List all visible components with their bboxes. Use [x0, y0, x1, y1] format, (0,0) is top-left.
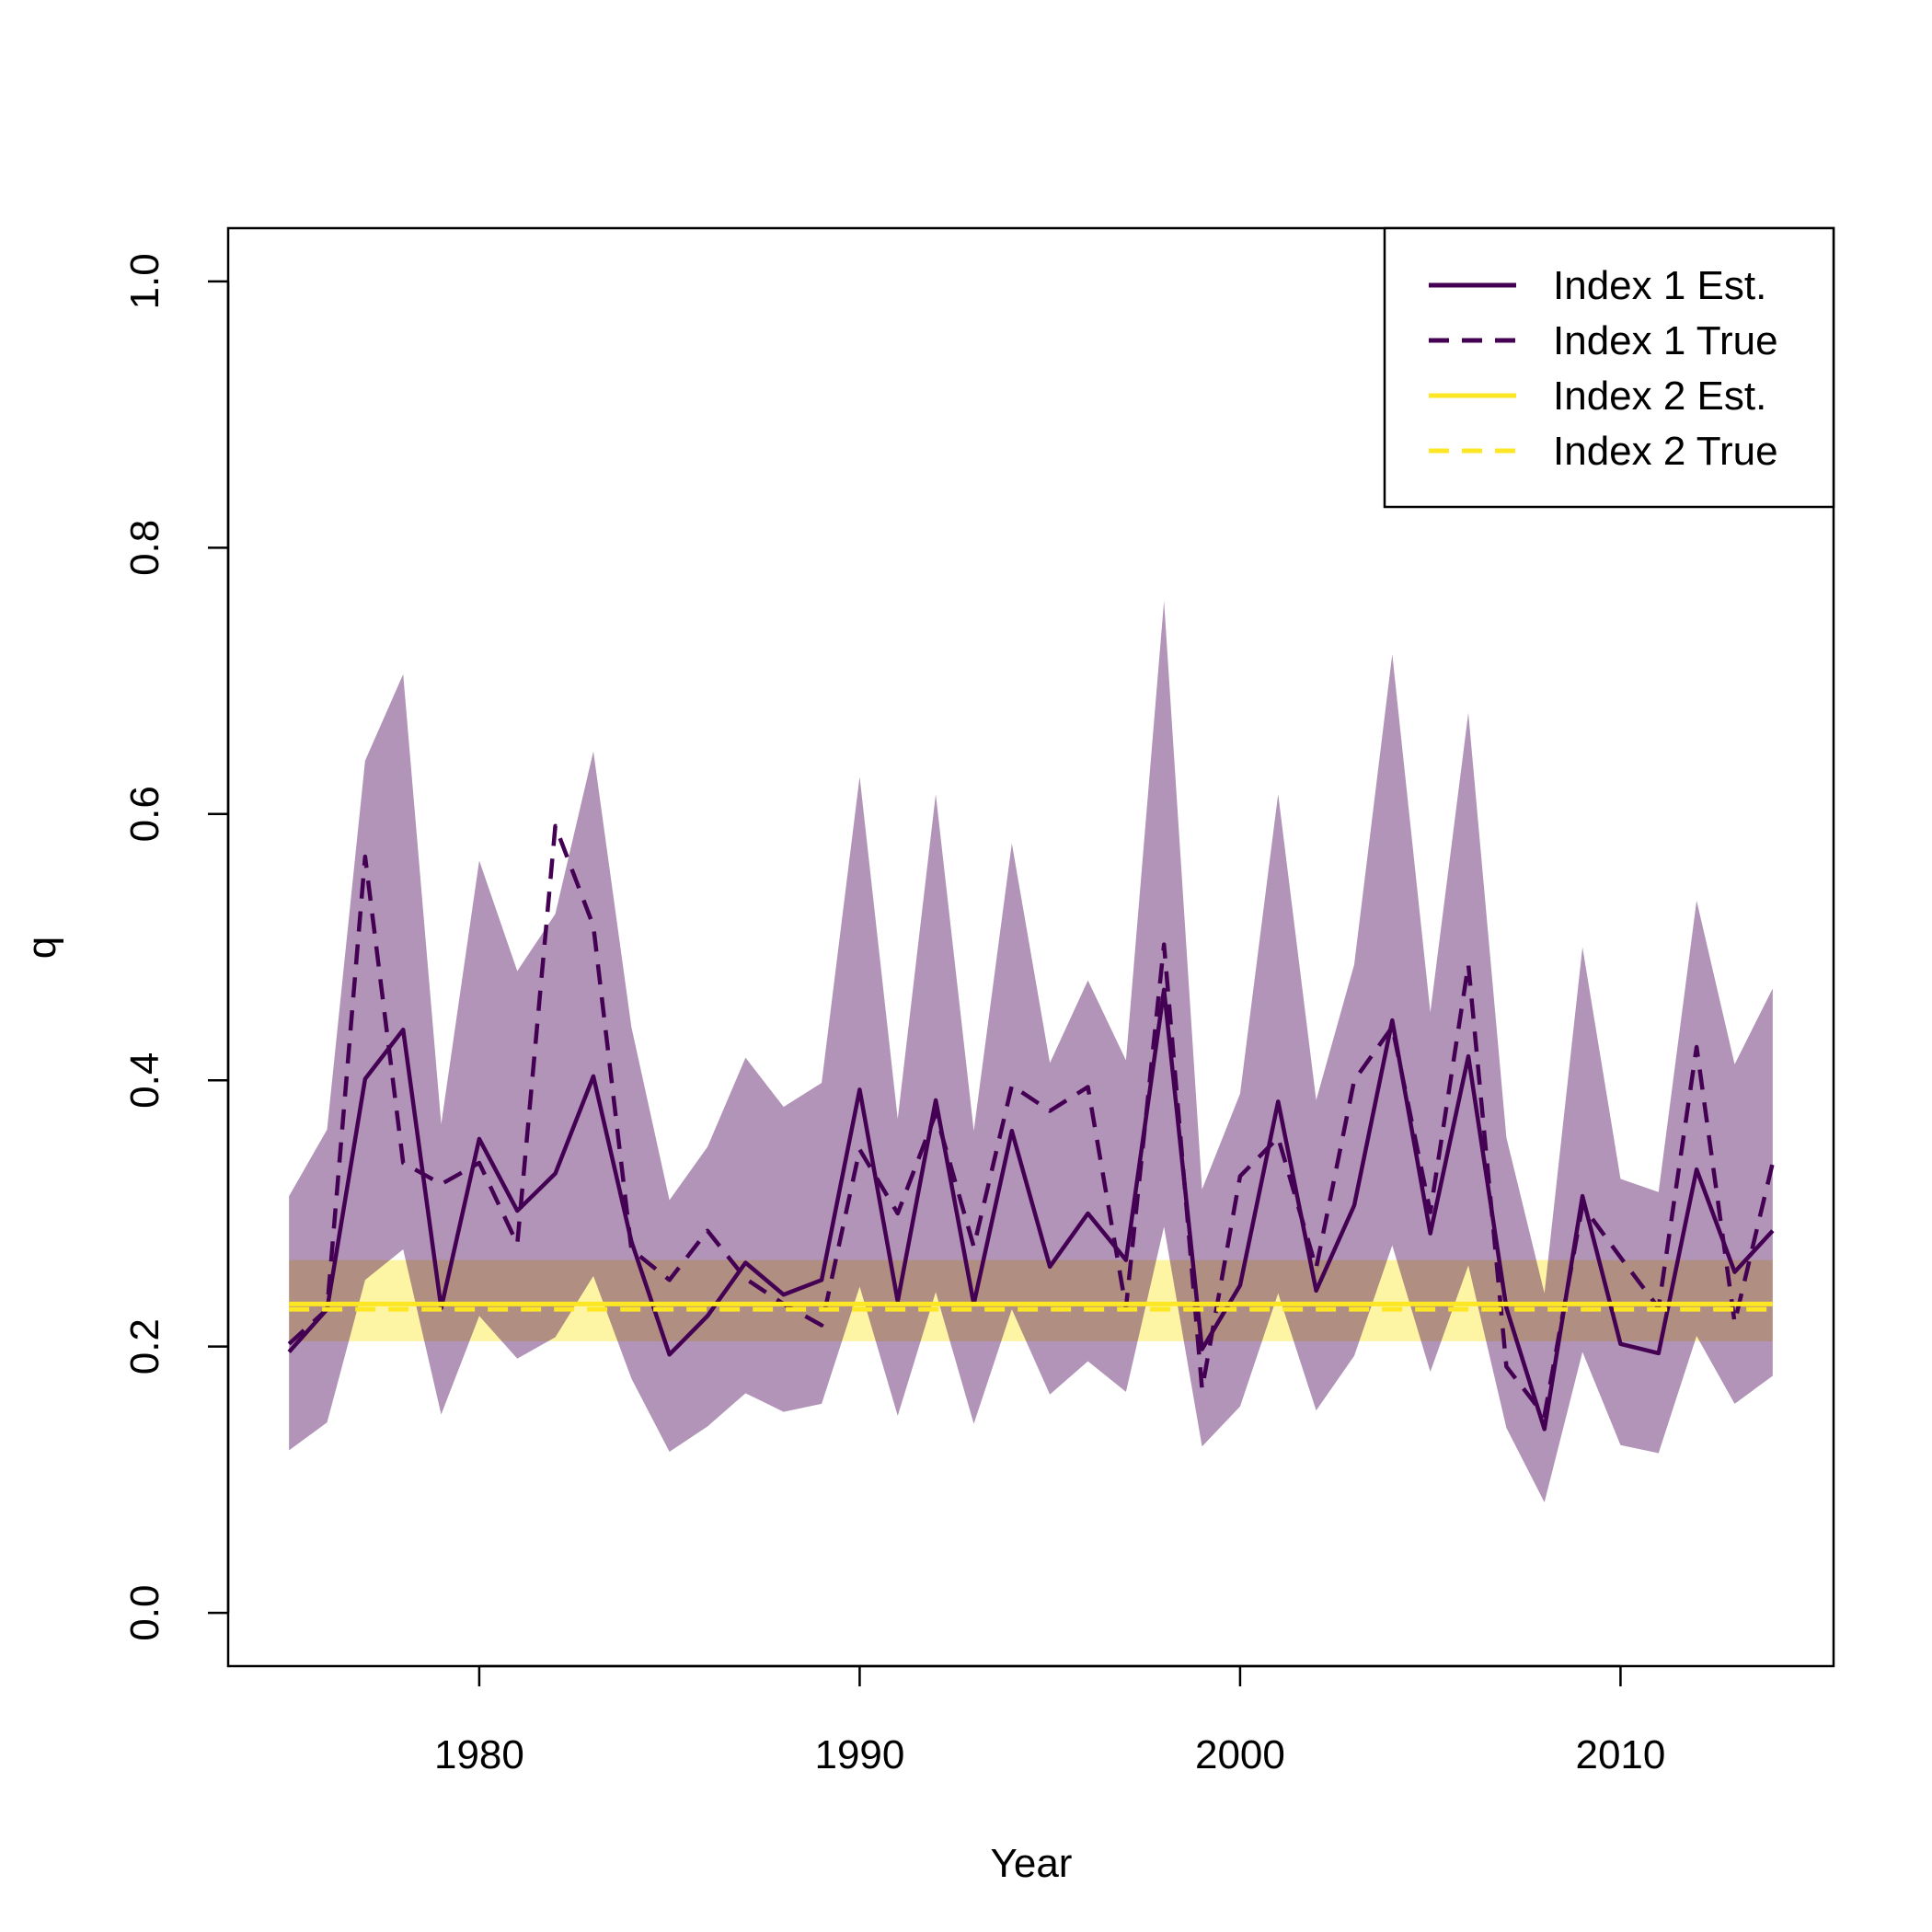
- confidence-bands: [289, 601, 1773, 1502]
- y-tick-label: 0.8: [122, 520, 167, 576]
- y-tick-label: 0.2: [122, 1318, 167, 1374]
- x-tick-label: 2000: [1195, 1732, 1285, 1777]
- index-1-est-line: [287, 987, 1775, 1432]
- x-axis-label: Year: [991, 1841, 1073, 1886]
- y-tick-label: 1.0: [122, 253, 167, 309]
- index-1-confidence-band: [289, 601, 1773, 1502]
- x-axis: 1980 1990 2000 2010: [434, 1664, 1665, 1777]
- series-lines: [287, 823, 1776, 1432]
- x-tick-label: 2010: [1575, 1732, 1665, 1777]
- legend-label: Index 1 True: [1553, 318, 1778, 363]
- legend-box: [1383, 226, 1835, 509]
- y-tick-label: 0.4: [122, 1052, 167, 1109]
- y-tick-label: 0.0: [122, 1585, 167, 1641]
- x-tick-label: 1990: [814, 1732, 904, 1777]
- y-tick-label: 0.6: [122, 786, 167, 842]
- legend-label: Index 2 Est.: [1553, 374, 1766, 419]
- y-axis-label: q: [19, 937, 64, 959]
- index-1-true-line: [287, 823, 1776, 1419]
- y-axis: 0.0 0.2 0.4 0.6 0.8 1.0: [122, 253, 230, 1641]
- legend-label: Index 2 True: [1553, 429, 1778, 474]
- legend: Index 1 Est. Index 1 True Index 2 Est. Inde…: [1383, 226, 1835, 509]
- x-tick-label: 1980: [434, 1732, 524, 1777]
- index-2-confidence-band: [289, 1259, 1773, 1341]
- legend-label: Index 1 Est.: [1553, 263, 1766, 308]
